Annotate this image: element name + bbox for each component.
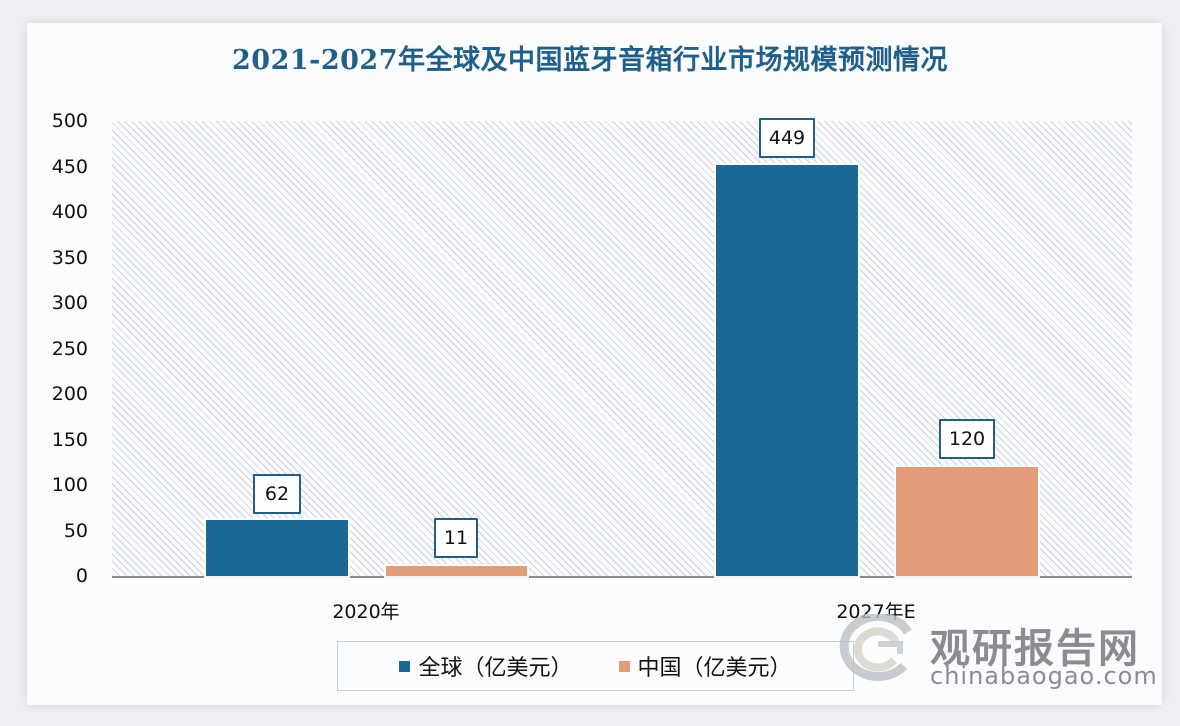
data-label-china-2020: 11 (434, 518, 478, 558)
y-tick: 150 (51, 428, 88, 451)
bar-china-2027 (896, 467, 1038, 576)
bar-global-2020 (206, 520, 348, 576)
y-tick: 200 (51, 383, 88, 405)
legend-swatch-china (618, 660, 630, 672)
watermark-text-cn: 观研报告网 (930, 626, 1140, 672)
watermark: 观研报告网 chinabaogao.com (838, 612, 1157, 692)
legend-label-global: 全球（亿美元） (418, 656, 573, 681)
data-label-global-2020: 62 (253, 474, 301, 514)
x-label-2020: 2020年 (332, 601, 400, 623)
legend-item-china: 中国（亿美元） (618, 650, 792, 682)
x-axis-line (112, 576, 1132, 578)
chart-title: 2021-2027年全球及中国蓝牙音箱行业市场规模预测情况 (232, 45, 948, 76)
y-tick: 350 (51, 246, 88, 269)
y-tick: 0 (75, 565, 88, 587)
bar-global-2027 (716, 165, 858, 576)
watermark-text-en: chinabaogao.com (930, 662, 1158, 690)
data-label-global-2027: 449 (759, 118, 815, 158)
data-label-china-2027: 120 (939, 419, 995, 459)
legend-swatch-global (399, 660, 411, 672)
watermark-logo-icon (839, 614, 912, 681)
y-tick: 250 (51, 337, 88, 360)
legend-item-global: 全球（亿美元） (399, 650, 573, 682)
legend-label-china: 中国（亿美元） (637, 656, 792, 681)
y-tick: 50 (63, 519, 88, 542)
y-tick: 400 (51, 201, 88, 223)
y-tick: 450 (51, 155, 88, 178)
legend: 全球（亿美元） 中国（亿美元） (337, 641, 854, 691)
y-tick: 100 (51, 474, 88, 496)
y-tick: 500 (51, 110, 88, 132)
bar-china-2020 (386, 566, 527, 576)
y-tick: 300 (51, 292, 88, 314)
